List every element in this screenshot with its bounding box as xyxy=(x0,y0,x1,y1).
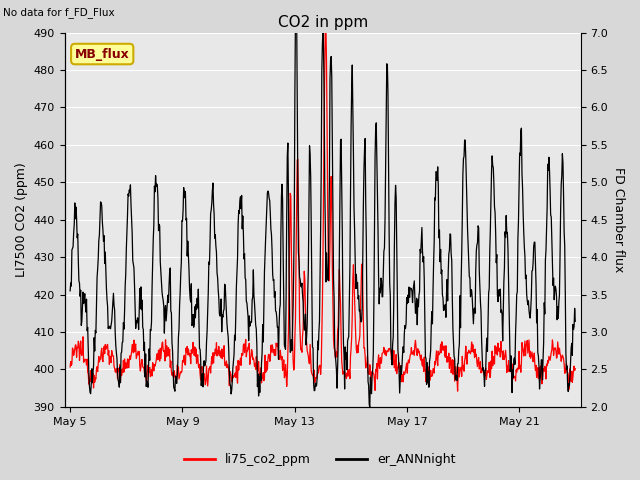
Legend: li75_co2_ppm, er_ANNnight: li75_co2_ppm, er_ANNnight xyxy=(179,448,461,471)
Y-axis label: LI7500 CO2 (ppm): LI7500 CO2 (ppm) xyxy=(15,162,28,277)
Text: MB_flux: MB_flux xyxy=(75,48,130,60)
Title: CO2 in ppm: CO2 in ppm xyxy=(278,15,368,30)
Text: No data for f_FD_Flux: No data for f_FD_Flux xyxy=(3,7,115,18)
Y-axis label: FD Chamber flux: FD Chamber flux xyxy=(612,167,625,272)
